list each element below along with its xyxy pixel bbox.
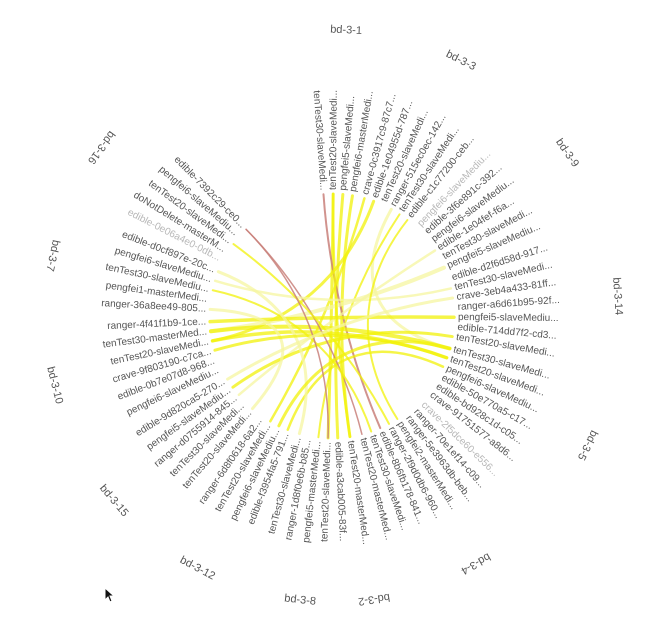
group-label: bd-3-16 — [85, 128, 117, 166]
dependency-link[interactable] — [226, 296, 455, 381]
dependency-link[interactable] — [317, 213, 401, 439]
leaf-label[interactable]: edible-a3cab005-83f... — [332, 442, 348, 542]
group-label: bd-3-7 — [43, 239, 61, 273]
group-label: bd-3-4 — [459, 550, 493, 576]
group-label: bd-3-12 — [178, 554, 217, 582]
dependency-link[interactable] — [211, 199, 376, 343]
dependency-link[interactable] — [245, 228, 329, 439]
leaf-label[interactable]: tenTest20-slaveMedi... — [319, 442, 333, 542]
group-label: bd-3-8 — [284, 592, 317, 607]
group-label: bd-3-10 — [44, 365, 65, 405]
dependency-link[interactable] — [269, 197, 366, 423]
leaf-label[interactable]: tenTest20-slaveMedi... — [328, 90, 340, 190]
dependency-link[interactable] — [286, 350, 445, 431]
dependency-link[interactable] — [232, 243, 390, 425]
group-label: bd-3-3 — [444, 48, 478, 73]
group-label: bd-3-14 — [610, 277, 625, 316]
leaf-label[interactable]: ranger-4f41f1b9-1ce... — [107, 316, 206, 332]
dependency-link[interactable] — [208, 315, 456, 324]
dependency-link[interactable] — [277, 340, 452, 428]
leaf-label-layer: tenTest30-slaveMedi... tenTest20-slaveMed… — [101, 90, 560, 545]
group-label: bd-3-2 — [357, 591, 390, 608]
dependency-link[interactable] — [213, 279, 453, 302]
leaf-label[interactable]: pengfei5-slaveMediu... — [458, 312, 559, 324]
dependency-link[interactable] — [211, 289, 373, 433]
group-label: bd-3-15 — [97, 482, 131, 519]
leaf-label[interactable]: tenTest30-slaveMedi... — [311, 90, 329, 191]
link-layer — [208, 192, 456, 440]
group-label: bd-3-1 — [330, 23, 362, 37]
group-label: bd-3-5 — [575, 428, 600, 462]
dependency-link[interactable] — [213, 333, 449, 360]
group-label: bd-3-9 — [553, 137, 581, 170]
dependency-link[interactable] — [370, 207, 452, 350]
mouse-pointer-icon — [104, 587, 116, 603]
dependency-link[interactable] — [331, 192, 352, 438]
